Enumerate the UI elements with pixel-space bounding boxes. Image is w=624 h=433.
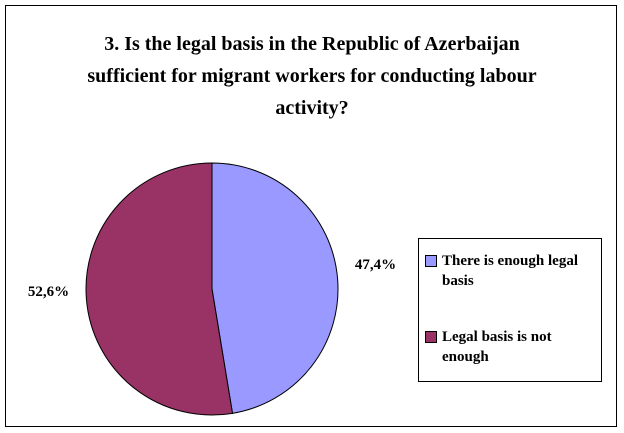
data-label: 52,6% bbox=[28, 284, 69, 300]
legend-label: Legal basis is not enough bbox=[442, 329, 552, 365]
legend: There is enough legal basis Legal basis i… bbox=[418, 238, 602, 382]
pie-slice bbox=[211, 162, 339, 414]
pie-slice bbox=[85, 162, 234, 416]
chart-title: 3. Is the legal basis in the Republic of… bbox=[87, 33, 537, 119]
data-label: 47,4% bbox=[355, 257, 396, 273]
legend-swatch bbox=[425, 331, 437, 343]
chart-frame bbox=[5, 5, 617, 427]
legend-item: There is enough legal basis bbox=[425, 251, 592, 291]
legend-label: There is enough legal basis bbox=[442, 253, 578, 289]
legend-swatch bbox=[425, 255, 437, 267]
legend-item: Legal basis is not enough bbox=[425, 327, 592, 367]
